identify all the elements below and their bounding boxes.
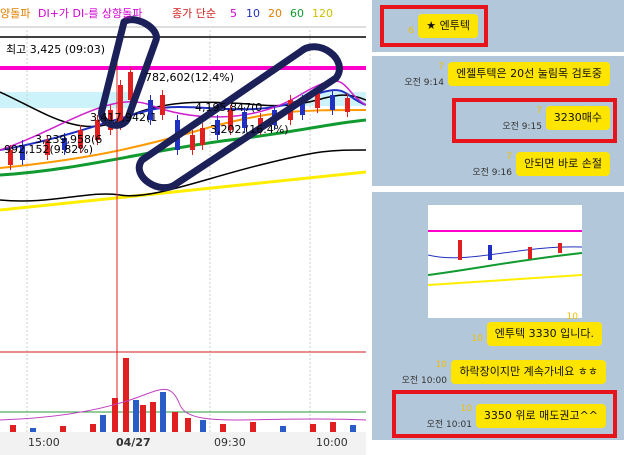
candle: [228, 110, 233, 130]
candle: [315, 92, 320, 108]
volume-bar: [123, 358, 129, 432]
ma10: [0, 89, 366, 151]
annotation: 782,602(12.4%): [145, 71, 234, 84]
unread-count: 10: [471, 334, 483, 344]
candle: [20, 145, 25, 160]
ma60: [0, 118, 366, 177]
unread-count: 10: [460, 404, 472, 414]
annotation: 3,417,942(1: [90, 111, 157, 124]
candle: [62, 138, 67, 150]
candle: [128, 72, 133, 100]
annotation: 4,195,847(0: [195, 101, 262, 114]
time-axis: [0, 432, 366, 455]
highlight-oval: [135, 43, 343, 192]
message-bubble: 3350 위로 매도권고^^: [475, 404, 606, 428]
message-bubble: 엔젤투텍은 20선 눌림목 검토중: [448, 62, 610, 86]
highlight-oval: [98, 16, 160, 129]
highlight-box: [380, 5, 488, 47]
candle: [242, 112, 247, 128]
candle: [95, 120, 100, 140]
candle: [330, 95, 335, 110]
volume-bar: [330, 422, 336, 432]
chart-thumbnail: [428, 205, 582, 318]
candle: [160, 95, 165, 115]
volume-bar: [200, 420, 206, 432]
volume-bar: [310, 424, 316, 432]
volume-bar: [90, 424, 96, 432]
volume-bar: [160, 392, 166, 432]
time-label: 10:00: [316, 436, 348, 449]
candle: [8, 150, 13, 165]
annotation: 3,202,(16.4%): [210, 123, 289, 136]
message-time: 오전 9:16: [472, 168, 512, 178]
candle: [215, 120, 220, 135]
unread-count: 6: [408, 26, 414, 36]
volume-bar: [30, 428, 36, 432]
legend-item: DI+가 DI-를 상향돌파: [38, 7, 142, 20]
grid: [26, 30, 311, 432]
volume-bar: [280, 426, 286, 432]
time-label: 15:00: [28, 436, 60, 449]
annotation: 최고 3,425 (09:03): [6, 43, 105, 56]
stock-chart: 양돌파 DI+가 DI-를 상향돌파 종가 단순 5 10 20 60 120 최고 3,425…: [0, 0, 366, 455]
candle: [78, 130, 83, 148]
candle: [200, 128, 205, 145]
unread-count: 7: [536, 106, 542, 116]
volume-bar: [10, 425, 16, 432]
volume-bar: [150, 402, 156, 432]
chart-bg: [0, 0, 366, 455]
volume-bar: [60, 426, 66, 432]
volume-bar: [172, 412, 178, 432]
message-time: 오전 9:14: [404, 78, 444, 88]
candle: [190, 135, 195, 150]
volume-bar: [250, 422, 256, 432]
candle: [108, 110, 113, 130]
volume-bar: [140, 405, 146, 432]
ma20: [0, 109, 366, 169]
candle: [345, 98, 350, 112]
volume-bar: [350, 425, 356, 432]
message-time: 오전 10:00: [401, 376, 447, 386]
legend-item: 20: [268, 7, 282, 20]
message-bubble: 하락장이지만 계속가네요 ㅎㅎ: [451, 360, 606, 384]
message-bubble: ★ 엔투텍: [418, 14, 478, 38]
highlight-box: [392, 390, 617, 438]
message-time: 오전 10:01: [426, 420, 472, 430]
volume-bar: [133, 400, 139, 432]
annotation: 3,239,958(6: [35, 133, 102, 146]
candle: [148, 100, 153, 120]
unread-count: 10: [566, 312, 578, 322]
volume-bars: [10, 358, 356, 432]
ma120: [0, 170, 366, 212]
volume-bar: [220, 424, 226, 432]
time-label: 09:30: [214, 436, 246, 449]
volume-bar: [112, 398, 118, 432]
unread-count: 10: [435, 360, 447, 370]
legend-item: 10: [246, 7, 260, 20]
time-label: 04/27: [116, 436, 151, 449]
message-bubble: 엔투텍 3330 입니다.: [486, 322, 602, 346]
candle: [45, 140, 50, 155]
band: [0, 92, 130, 108]
message-time: 오전 9:15: [502, 122, 542, 132]
legend-item: 종가 단순: [172, 7, 216, 20]
message-bubble: 안되면 바로 손절: [516, 152, 610, 176]
unread-count: 7: [506, 152, 512, 162]
volume-bar: [185, 418, 191, 432]
candle: [300, 100, 305, 115]
candle: [118, 85, 123, 125]
highlight-box: [452, 98, 617, 143]
annotation: 992,152(9.82%): [4, 143, 93, 156]
message-bubble: 3230매수: [545, 106, 610, 130]
legend-item: 5: [230, 7, 237, 20]
bollinger-upper: [0, 91, 366, 128]
volume-line: [0, 388, 366, 421]
volume-bar: [100, 415, 106, 432]
legend-item: 120: [312, 7, 333, 20]
legend-item: 60: [290, 7, 304, 20]
unread-count: 7: [438, 62, 444, 72]
legend-item: 양돌파: [0, 7, 30, 20]
